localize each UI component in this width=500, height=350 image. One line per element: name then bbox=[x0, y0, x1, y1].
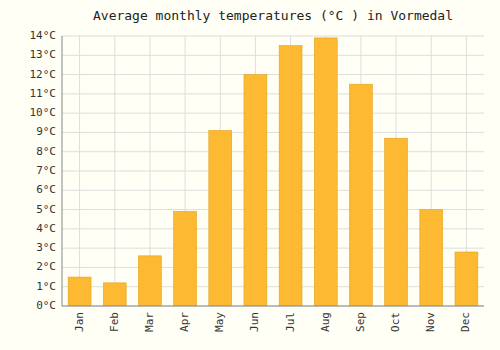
grid bbox=[62, 36, 484, 306]
x-tick-label: Jun bbox=[248, 312, 261, 332]
bar bbox=[314, 38, 337, 306]
chart: 0°C 1°C 2°C 3°C 4°C 5°C 6°C 7°C 8°C 9°C 10°C 11°C 12… bbox=[0, 0, 500, 350]
y-tick-label: 10°C bbox=[30, 106, 57, 119]
y-grid-line bbox=[62, 132, 484, 133]
y-axis-line bbox=[62, 36, 63, 306]
bar bbox=[385, 138, 408, 306]
y-tick-label: 12°C bbox=[30, 68, 57, 81]
x-tick-label: Oct bbox=[389, 312, 402, 332]
page: {"chart_data": {"type": "bar", "title": … bbox=[0, 0, 500, 350]
y-tick-label: 13°C bbox=[30, 48, 57, 61]
x-tick-label: Nov bbox=[424, 312, 437, 332]
bar bbox=[138, 256, 161, 306]
y-tick-label: 1°C bbox=[36, 280, 56, 293]
x-tick-label: May bbox=[213, 312, 226, 332]
bar bbox=[279, 46, 302, 306]
x-tick-label: Sep bbox=[354, 312, 367, 332]
bar bbox=[68, 277, 91, 306]
bars bbox=[68, 38, 478, 306]
y-tick-label: 4°C bbox=[36, 222, 56, 235]
y-grid-line bbox=[62, 93, 484, 94]
x-axis-line bbox=[62, 306, 484, 307]
y-grid-line bbox=[62, 36, 484, 37]
bar bbox=[103, 283, 126, 306]
bar bbox=[455, 252, 478, 306]
y-tick-label: 2°C bbox=[36, 260, 56, 273]
y-tick-label: 3°C bbox=[36, 241, 56, 254]
y-tick-label: 5°C bbox=[36, 203, 56, 216]
y-grid-line bbox=[62, 113, 484, 114]
x-tick-label: Feb bbox=[108, 312, 121, 332]
bar bbox=[420, 210, 443, 306]
y-grid-line bbox=[62, 171, 484, 172]
bar bbox=[244, 75, 267, 306]
y-tick-label: 9°C bbox=[36, 125, 56, 138]
x-tick-label: Aug bbox=[319, 312, 332, 332]
y-tick-label: 11°C bbox=[30, 87, 57, 100]
bar bbox=[349, 84, 372, 306]
y-grid-line bbox=[62, 306, 484, 307]
bar bbox=[174, 212, 197, 307]
y-tick-label: 0°C bbox=[36, 299, 56, 312]
x-tick-label: Jan bbox=[73, 312, 86, 332]
y-grid-line bbox=[62, 190, 484, 191]
x-tick-label: Dec bbox=[459, 312, 472, 332]
y-tick-label: 8°C bbox=[36, 145, 56, 158]
bar bbox=[209, 131, 232, 307]
x-grid-line bbox=[114, 36, 115, 306]
x-tick-label: Mar bbox=[143, 312, 156, 332]
title: Average monthly temperatures (°C ) in Vo… bbox=[93, 8, 453, 23]
y-grid-line bbox=[62, 74, 484, 75]
x-grid-line bbox=[79, 36, 80, 306]
y-grid-line bbox=[62, 55, 484, 56]
background bbox=[0, 0, 500, 350]
y-tick-label: 6°C bbox=[36, 183, 56, 196]
x-tick-label: Jul bbox=[284, 312, 297, 332]
y-grid-line bbox=[62, 151, 484, 152]
y-tick-label: 14°C bbox=[30, 29, 57, 42]
y-tick-label: 7°C bbox=[36, 164, 56, 177]
x-tick-label: Apr bbox=[178, 312, 191, 332]
